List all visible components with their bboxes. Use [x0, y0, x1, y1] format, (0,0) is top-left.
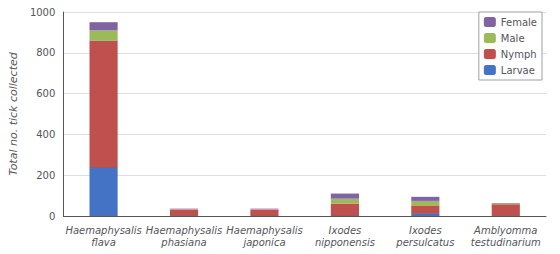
svg-text:200: 200: [36, 170, 55, 181]
svg-text:Female: Female: [501, 17, 537, 28]
svg-text:Ixodes: Ixodes: [329, 225, 362, 236]
svg-text:phasiana: phasiana: [160, 237, 206, 248]
svg-text:Male: Male: [501, 33, 525, 44]
svg-text:japonica: japonica: [241, 237, 285, 248]
svg-text:Nymph: Nymph: [501, 49, 537, 60]
svg-text:600: 600: [36, 88, 55, 99]
svg-text:Amblyomma: Amblyomma: [473, 225, 537, 236]
svg-text:400: 400: [36, 129, 55, 140]
svg-text:testudinarium: testudinarium: [471, 237, 541, 248]
svg-text:flava: flava: [91, 237, 116, 248]
svg-text:Ixodes: Ixodes: [409, 225, 442, 236]
svg-text:Total no. tick collected: Total no. tick collected: [7, 51, 20, 175]
svg-text:persulcatus: persulcatus: [395, 237, 454, 248]
svg-text:1000: 1000: [30, 7, 55, 18]
svg-text:Haemaphysalis: Haemaphysalis: [226, 225, 302, 236]
svg-text:Haemaphysalis: Haemaphysalis: [146, 225, 222, 236]
svg-text:800: 800: [36, 47, 55, 58]
svg-text:nipponensis: nipponensis: [315, 237, 375, 248]
svg-text:Larvae: Larvae: [501, 65, 535, 76]
svg-text:0: 0: [49, 211, 55, 222]
svg-text:Haemaphysalis: Haemaphysalis: [65, 225, 141, 236]
